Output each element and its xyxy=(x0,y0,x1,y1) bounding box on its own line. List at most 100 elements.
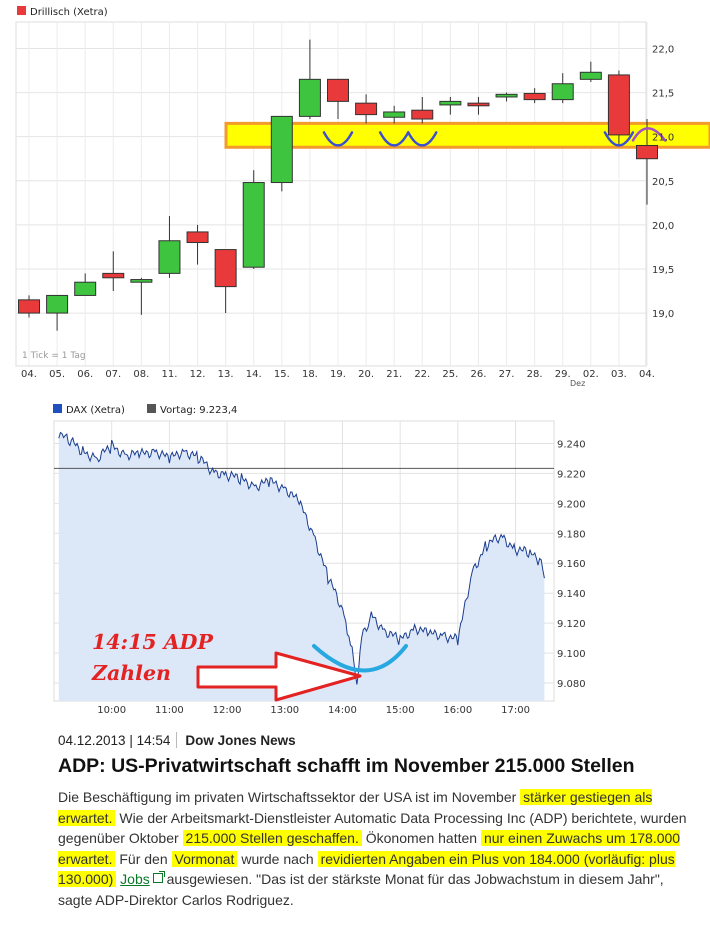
chart1-x-tick-label: 21. xyxy=(386,369,402,380)
chart2-legend-swatch xyxy=(53,404,62,413)
month-label: Dez xyxy=(570,379,585,388)
dax-area-fill xyxy=(58,432,545,701)
chart2-y-tick-label: 9.220 xyxy=(557,469,586,480)
chart2-x-tick-label: 13:00 xyxy=(270,705,299,716)
candle-up xyxy=(270,115,293,184)
chart1-y-tick-label: 21,0 xyxy=(652,133,674,144)
chart2-x-tick-label: 12:00 xyxy=(213,705,242,716)
chart1-x-tick-label: 27. xyxy=(499,369,515,380)
tick-note: 1 Tick = 1 Tag xyxy=(22,351,86,361)
vortag-legend-swatch xyxy=(147,404,156,413)
candle-down xyxy=(355,102,378,116)
chart1-x-tick-label: 08. xyxy=(133,369,149,380)
candle-up xyxy=(298,78,321,117)
chart1-legend-swatch xyxy=(17,6,26,15)
chart1-y-axis: 22,0 21,5 21,0 20,5 20,0 19,5 19,0 xyxy=(652,44,674,320)
support-bounce-arc xyxy=(603,131,635,147)
external-link-icon[interactable] xyxy=(152,871,165,884)
highlight-jobs-created: 215.000 Stellen geschaffen. xyxy=(182,830,362,847)
chart1-legend: Drillisch (Xetra) xyxy=(17,6,108,18)
candle-down xyxy=(467,102,490,107)
chart1-x-tick-label: 03. xyxy=(611,369,627,380)
support-bounce-arc xyxy=(322,131,354,147)
article-headline[interactable]: ADP: US-Privatwirtschaft schafft im Nove… xyxy=(58,755,635,777)
chart1-bounce-arcs xyxy=(322,127,667,147)
drillisch-candlestick-chart: Drillisch (Xetra) 22,0 21,5 21,0 20,5 20,0 19… xyxy=(15,6,710,388)
dax-price-line xyxy=(58,431,545,685)
adp-pointer-arrow xyxy=(196,651,362,702)
chart1-x-tick-label: 26. xyxy=(471,369,487,380)
support-bounce-arc xyxy=(407,131,438,147)
chart2-y-tick-label: 9.200 xyxy=(557,499,586,510)
chart1-y-tick-label: 21,5 xyxy=(652,89,674,100)
candle-up xyxy=(242,182,265,268)
chart2-x-axis: 10:00 11:00 12:00 13:00 14:00 15:00 16:00 17:00 xyxy=(97,705,530,716)
chart1-plot-frame xyxy=(15,21,647,367)
chart1-x-tick-label: 02. xyxy=(583,369,599,380)
chart2-y-tick-label: 9.120 xyxy=(557,619,586,630)
candle-up xyxy=(579,71,602,80)
chart2-y-tick-label: 9.180 xyxy=(557,529,586,540)
chart1-x-tick-label: 14. xyxy=(246,369,262,380)
chart1-x-tick-label: 18. xyxy=(302,369,318,380)
chart1-candles xyxy=(18,39,658,331)
chart1-y-tick-label: 19,0 xyxy=(652,309,674,320)
candle-up xyxy=(130,279,153,283)
chart2-legend: DAX (Xetra) Vortag: 9.223,4 xyxy=(53,404,237,416)
chart2-y-tick-label: 9.080 xyxy=(557,679,586,690)
chart1-x-tick-label: 19. xyxy=(330,369,346,380)
article-date: 04.12.2013 | 14:54 xyxy=(58,733,171,748)
body-text-2: Wie der Arbeitsmarkt-Dienstleister Autom… xyxy=(58,809,687,847)
article-meta: 04.12.2013 | 14:54 Dow Jones News xyxy=(58,732,692,750)
candle-up xyxy=(551,83,574,101)
chart2-x-tick-label: 10:00 xyxy=(97,705,126,716)
chart1-x-tick-label: 29. xyxy=(555,369,571,380)
chart1-x-axis: 04. 05. 06. 07. 08. 11. 12. 13. 14. 15. 18. 19. 20. 2… xyxy=(21,369,655,380)
chart2-x-tick-label: 14:00 xyxy=(328,705,357,716)
v-bottom-curve xyxy=(312,644,408,673)
body-text-4: Für den xyxy=(115,850,172,867)
adp-annotation-line2: Zahlen xyxy=(92,661,171,685)
article-body: Die Beschäftigung im privaten Wirtschaft… xyxy=(58,787,692,911)
body-text-5: wurde nach xyxy=(237,850,318,867)
chart2-x-tick-label: 16:00 xyxy=(443,705,472,716)
candle-up xyxy=(495,93,518,98)
chart1-y-tick-label: 20,0 xyxy=(652,221,674,232)
support-bounce-arc xyxy=(378,131,410,147)
chart2-y-tick-label: 9.160 xyxy=(557,559,586,570)
chart1-x-tick-label: 13. xyxy=(218,369,234,380)
chart1-x-tick-label: 07. xyxy=(105,369,121,380)
chart1-y-tick-label: 22,0 xyxy=(652,44,674,55)
chart2-y-axis: 9.240 9.220 9.200 9.180 9.160 9.140 9.120 9.100… xyxy=(557,439,586,690)
candle-up xyxy=(383,111,406,118)
candle-down xyxy=(214,249,237,288)
candle-up xyxy=(439,100,462,106)
chart2-x-tick-label: 15:00 xyxy=(386,705,415,716)
candle-down xyxy=(607,74,630,136)
chart1-x-tick-label: 12. xyxy=(190,369,206,380)
highlight-previous-month: Vormonat xyxy=(171,850,238,867)
chart1-x-tick-label: 25. xyxy=(442,369,458,380)
chart2-x-tick-label: 17:00 xyxy=(501,705,530,716)
dax-intraday-chart: DAX (Xetra) Vortag: 9.223,4 9.2409.2209.… xyxy=(53,404,586,716)
article-source: Dow Jones News xyxy=(185,733,296,748)
body-text-3: Ökonomen hatten xyxy=(361,830,481,847)
chart1-x-tick-label: 04. xyxy=(639,369,655,380)
chart1-legend-label: Drillisch (Xetra) xyxy=(30,7,108,18)
candle-up xyxy=(74,281,97,296)
candle-down xyxy=(186,231,209,244)
chart1-gridlines xyxy=(16,22,648,366)
candle-down xyxy=(18,299,40,314)
chart1-x-tick-label: 15. xyxy=(274,369,290,380)
chart1-x-tick-label: 11. xyxy=(162,369,178,380)
body-text-1: Die Beschäftigung im privaten Wirtschaft… xyxy=(58,789,521,805)
chart1-x-tick-label: 06. xyxy=(77,369,93,380)
jobs-link[interactable]: Jobs xyxy=(120,871,150,888)
candle-down xyxy=(523,92,546,101)
resistance-rejection-arc xyxy=(631,127,667,142)
body-text-6: ausgewiesen. "Das ist der stärkste Monat… xyxy=(58,871,664,908)
candle-down xyxy=(411,109,434,120)
chart2-y-tick-label: 9.140 xyxy=(557,589,586,600)
candle-down xyxy=(102,272,125,279)
chart1-x-tick-label: 05. xyxy=(49,369,65,380)
